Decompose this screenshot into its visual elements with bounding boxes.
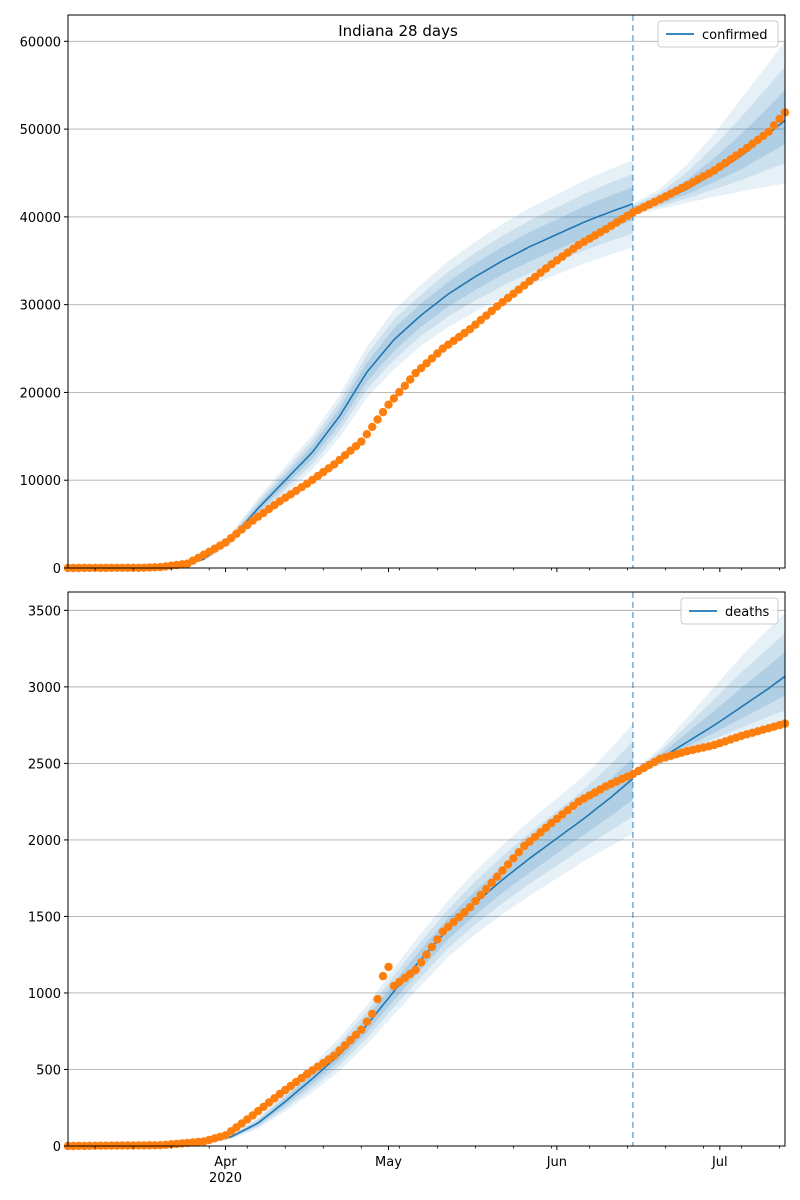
y-tick-label: 40000 bbox=[20, 211, 61, 226]
model-band bbox=[122, 187, 633, 568]
confirmed-panel: 0 10000 20000 30000 40000 50000 60000 confirmed bbox=[20, 14, 790, 577]
observed-point bbox=[357, 437, 366, 446]
observed-point bbox=[460, 908, 469, 917]
observed-point bbox=[400, 381, 409, 390]
observed-point bbox=[378, 971, 388, 981]
observed-point bbox=[378, 407, 388, 417]
forecast-band bbox=[632, 613, 785, 778]
observed-point bbox=[422, 359, 431, 368]
model-band bbox=[122, 160, 633, 568]
y-tick-label: 0 bbox=[53, 562, 61, 577]
observed-point bbox=[330, 1051, 339, 1060]
observed-point bbox=[509, 854, 518, 863]
y-tick-label: 10000 bbox=[20, 474, 61, 489]
y-tick-label: 1500 bbox=[28, 910, 61, 925]
legend: confirmed bbox=[657, 20, 779, 48]
figure-title: Indiana 28 days bbox=[338, 22, 458, 40]
observed-point bbox=[444, 922, 453, 931]
observed-point bbox=[411, 368, 420, 378]
y-tick-label: 1000 bbox=[28, 987, 61, 1002]
observed-point bbox=[454, 912, 464, 922]
observed-point bbox=[449, 917, 458, 927]
observed-point bbox=[373, 415, 382, 424]
observed-point bbox=[416, 958, 426, 967]
observed-point bbox=[346, 1035, 355, 1045]
observed-point bbox=[492, 872, 502, 881]
observed-point bbox=[416, 364, 426, 373]
observed-point bbox=[514, 848, 523, 857]
observed-point bbox=[482, 884, 491, 894]
observed-point bbox=[498, 866, 507, 875]
observed-point bbox=[357, 1025, 366, 1034]
observed-point bbox=[438, 927, 447, 936]
observed-point bbox=[433, 935, 442, 944]
observed-point bbox=[465, 903, 475, 912]
axes-frame bbox=[67, 14, 786, 569]
y-tick-label: 50000 bbox=[20, 123, 61, 138]
legend: deaths bbox=[680, 597, 779, 625]
observed-point bbox=[362, 430, 371, 439]
forecast-band bbox=[632, 66, 785, 213]
observed-point bbox=[362, 1017, 371, 1026]
legend-box bbox=[657, 20, 779, 48]
observed-point bbox=[764, 127, 773, 136]
y-tick-label: 500 bbox=[36, 1063, 61, 1078]
observed-point bbox=[406, 375, 415, 384]
observed-point bbox=[395, 387, 404, 397]
observed-point bbox=[433, 349, 442, 358]
observed-point bbox=[769, 121, 779, 130]
x-tick-label: Apr bbox=[214, 1155, 237, 1170]
observed-point bbox=[471, 896, 480, 906]
y-tick-label: 3500 bbox=[28, 604, 61, 619]
observed-point bbox=[427, 942, 437, 952]
legend-label: confirmed bbox=[702, 28, 768, 43]
x-tick-sublabel: 2020 bbox=[209, 1171, 242, 1186]
observed-point bbox=[487, 878, 496, 887]
y-tick-label: 2500 bbox=[28, 757, 61, 772]
y-tick-label: 20000 bbox=[20, 386, 61, 401]
observed-point bbox=[476, 890, 485, 900]
legend-box bbox=[680, 597, 779, 625]
observed-point bbox=[373, 994, 382, 1004]
legend-label: deaths bbox=[725, 605, 770, 620]
axes-frame bbox=[67, 591, 786, 1147]
model-line bbox=[149, 778, 634, 1147]
y-tick-label: 3000 bbox=[28, 681, 61, 696]
observed-point bbox=[335, 1046, 344, 1055]
model-band bbox=[122, 174, 633, 568]
y-tick-label: 60000 bbox=[20, 35, 61, 50]
forecast-band bbox=[632, 633, 785, 777]
observed-point bbox=[384, 400, 393, 409]
forecast-band bbox=[632, 90, 785, 212]
observed-point bbox=[530, 832, 540, 842]
observed-point bbox=[503, 860, 513, 869]
observed-point bbox=[384, 962, 393, 972]
observed-point bbox=[389, 394, 399, 403]
observed-point bbox=[411, 965, 420, 975]
observed-point bbox=[368, 422, 377, 432]
y-tick-label: 0 bbox=[53, 1140, 61, 1155]
observed-point bbox=[351, 1030, 361, 1040]
x-tick-label: Jul bbox=[711, 1155, 728, 1170]
observed-point bbox=[422, 950, 431, 959]
observed-point bbox=[368, 1009, 377, 1018]
y-tick-label: 2000 bbox=[28, 834, 61, 849]
y-tick-label: 30000 bbox=[20, 299, 61, 314]
observed-point bbox=[340, 451, 350, 460]
forecast-band bbox=[632, 41, 785, 215]
observed-point bbox=[340, 1041, 350, 1050]
x-tick-label: May bbox=[375, 1155, 402, 1170]
observed-point bbox=[427, 354, 437, 363]
observed-point bbox=[775, 114, 784, 124]
x-tick-label: Jun bbox=[546, 1155, 567, 1170]
